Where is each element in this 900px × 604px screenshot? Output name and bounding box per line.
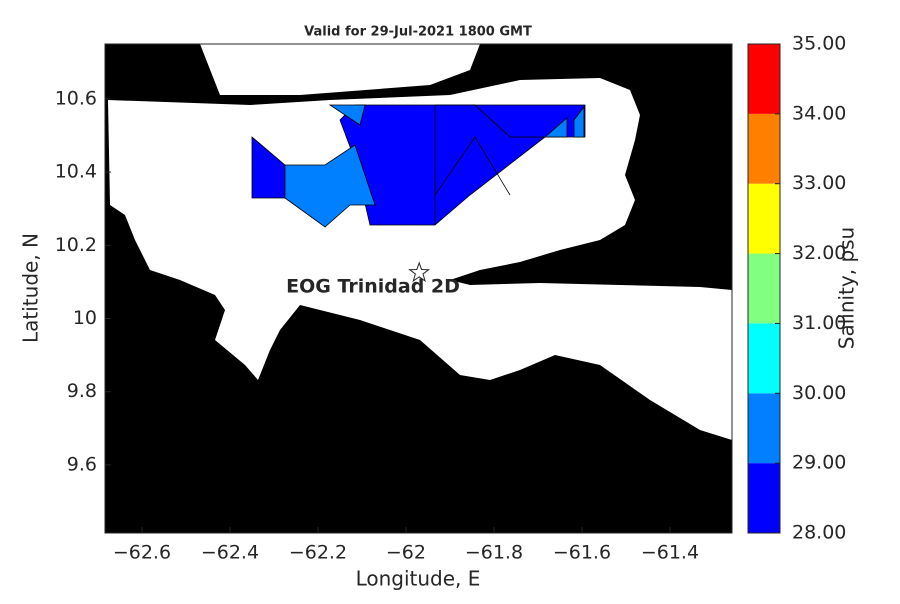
colorbar-tick-label: 31.00 <box>792 312 846 334</box>
colorbar-segment <box>748 253 780 324</box>
colorbar-label: Salinity, psu <box>835 227 859 349</box>
y-tick-label: 10.2 <box>55 234 97 256</box>
y-tick-label: 10.4 <box>55 161 97 183</box>
site-marker <box>408 261 431 283</box>
water <box>200 44 480 95</box>
colorbar-tick-label: 34.00 <box>792 102 846 124</box>
colorbar-tick-label: 28.00 <box>792 522 846 544</box>
colorbar-segment <box>748 393 780 464</box>
y-tick-label: 10.6 <box>55 87 97 109</box>
x-tick-label: −61.4 <box>641 542 699 564</box>
x-tick-label: −62 <box>386 542 426 564</box>
colorbar-segment <box>748 183 780 254</box>
salinity-patch <box>543 117 568 138</box>
colorbar-tick-label: 33.00 <box>792 172 846 194</box>
salinity-patches <box>251 104 586 228</box>
colorbar-segment <box>748 113 780 184</box>
colorbar-box <box>747 43 781 534</box>
y-tick-label: 9.8 <box>67 380 97 402</box>
colorbar-tick-label: 29.00 <box>792 452 846 474</box>
x-tick-label: −62.6 <box>113 542 171 564</box>
x-tick-label: −61.6 <box>553 542 611 564</box>
salinity-patch <box>284 144 376 228</box>
y-tick-label: 10 <box>73 307 97 329</box>
salinity-patch <box>573 105 585 138</box>
salinity-patch <box>328 104 366 126</box>
map-title: Valid for 29-Jul-2021 1800 GMT <box>304 25 532 40</box>
map-area <box>104 43 733 534</box>
y-axis-label: Latitude, N <box>19 233 43 343</box>
site-label: EOG Trinidad 2D <box>286 275 460 297</box>
colorbar-tick-label: 30.00 <box>792 382 846 404</box>
colorbar-tick-label: 32.00 <box>792 242 846 264</box>
contour <box>434 136 511 196</box>
x-tick-label: −62.4 <box>201 542 259 564</box>
colorbar-segment <box>748 463 780 533</box>
colorbar-segment <box>748 44 780 114</box>
x-tick-label: −61.8 <box>465 542 523 564</box>
y-tick-label: 9.6 <box>67 453 97 475</box>
colorbar-segment <box>748 323 780 394</box>
x-tick-label: −62.2 <box>289 542 347 564</box>
axes-box <box>104 43 733 534</box>
colorbar-tick-label: 35.00 <box>792 33 846 55</box>
x-axis-label: Longitude, E <box>356 567 481 591</box>
